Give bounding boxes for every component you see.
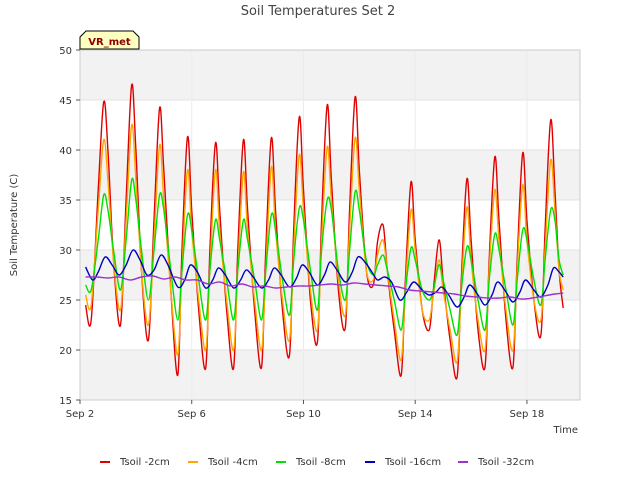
station-label: VR_met [88,37,131,48]
y-tick-label: 35 [59,196,72,207]
grid-band [80,350,580,400]
x-tick-label: Sep 18 [510,409,545,420]
legend-label-tsoil-32cm: Tsoil -32cm [477,457,534,468]
series-lines [84,83,564,380]
legend-label-tsoil-2cm: Tsoil -2cm [119,457,170,468]
y-tick-label: 25 [59,296,72,307]
legend-label-tsoil-4cm: Tsoil -4cm [207,457,258,468]
station-label-background [79,30,140,50]
y-tick-label: 20 [59,346,72,357]
y-tick-label: 45 [59,96,72,107]
legend: Tsoil -2cm Tsoil -4cm Tsoil -8cm Tsoil -16c… [100,457,534,468]
grid-band [80,250,580,300]
grid-band [80,50,580,100]
legend-label-tsoil-16cm: Tsoil -16cm [384,457,441,468]
plot-area-border [79,49,581,401]
y-axis: 15 20 25 30 35 40 45 50 [59,46,80,407]
series-line-tsoil-16cm [84,249,564,308]
x-axis: Sep 2 Sep 6 Sep 10 Sep 14 Sep 18 [66,400,545,420]
chart-title: Soil Temperatures Set 2 [241,4,396,19]
series-line-tsoil-32cm [85,275,564,300]
x-tick-label: Sep 6 [178,409,206,420]
y-tick-label: 50 [59,46,72,57]
y-tick-label: 40 [59,146,72,157]
x-tick-label: Sep 14 [398,409,433,420]
y-tick-label: 15 [59,396,72,407]
y-axis-label: Soil Temperature (C) [9,174,20,277]
x-axis-label: Time [553,425,578,436]
y-tick-label: 30 [59,246,72,257]
x-tick-label: Sep 10 [286,409,321,420]
legend-label-tsoil-8cm: Tsoil -8cm [295,457,346,468]
x-tick-label: Sep 2 [66,409,94,420]
station-label-box: VR_met [79,30,140,50]
series-line-tsoil-8cm [84,177,564,336]
